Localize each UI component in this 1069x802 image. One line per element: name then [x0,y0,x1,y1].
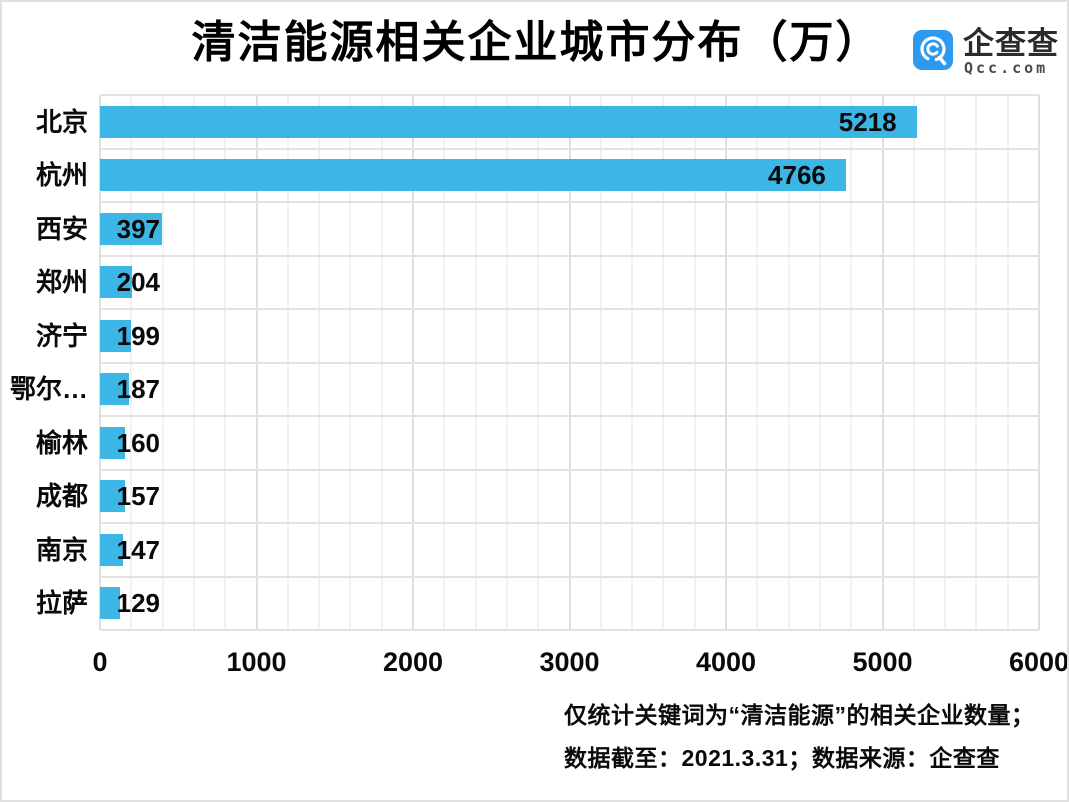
gridline-row [100,94,1039,96]
gridline-row [100,575,1039,578]
gridline-row [100,468,1039,471]
qcc-logo-name: 企查查 [963,26,1059,61]
x-tick-4000: 4000 [695,647,757,677]
bar-济宁 [100,319,132,352]
gridline-row [100,147,1039,150]
bar-value-label: 4766 [768,160,826,191]
bar-value-label: 187 [116,374,160,405]
gridline-row [100,308,1039,310]
category-label-9: 南京 [35,534,88,565]
qcc-logo-domain: Qcc.com [964,59,1049,77]
x-tick-2000: 2000 [382,647,444,677]
category-label-8: 成都 [35,481,88,512]
gridline-row [100,629,1039,631]
qcc-magnifier-icon [913,30,953,70]
gridline-row [100,522,1039,524]
gridline-major [1038,95,1040,630]
gridline-row [100,361,1039,364]
bar-value-label: 204 [116,267,160,298]
category-label-6: 鄂尔… [9,374,88,405]
footnote-line-1: 仅统计关键词为“清洁能源”的相关企业数量； [564,702,1035,728]
category-label-2: 杭州 [35,160,88,191]
bar-value-label: 160 [116,427,160,458]
x-tick-3000: 3000 [539,647,600,677]
bar-西安 [100,212,163,245]
gridline-row [100,201,1039,203]
category-label-3: 西安 [35,213,88,244]
category-label-5: 济宁 [35,320,88,351]
bar-value-label: 5218 [838,106,897,137]
bar-拉萨 [100,587,121,620]
bar-鄂尔… [100,373,130,406]
chart-title: 清洁能源相关企业城市分布（万） [191,18,882,67]
bar-value-label: 129 [116,588,160,619]
bar-value-label: 147 [116,534,160,565]
bar-榆林 [100,426,126,459]
category-label-7: 榆林 [35,427,88,458]
bar-value-label: 157 [116,481,160,512]
x-tick-6000: 6000 [1008,647,1069,677]
x-tick-0: 0 [92,647,108,677]
gridline-row [100,415,1039,417]
bar-成都 [100,480,125,513]
bar-杭州 [100,159,846,192]
category-label-4: 郑州 [35,267,88,298]
footnote-line-2: 数据截至：2021.3.31；数据来源：企查查 [564,745,1000,771]
bar-value-label: 397 [116,213,160,244]
bar-value-label: 199 [116,320,160,351]
gridline-row [100,254,1039,257]
category-label-1: 北京 [35,106,88,137]
x-tick-1000: 1000 [226,647,287,677]
category-label-10: 拉萨 [35,588,88,619]
x-tick-5000: 5000 [852,647,913,677]
qcc-logo: 企查查 Qcc.com [913,28,1063,76]
bar-郑州 [100,266,132,299]
bar-chart-plot-area: 5218 4766 397 204 199 187 160 157 147 129 [99,94,1040,631]
bar-南京 [100,533,123,566]
bar-北京 [100,105,917,138]
